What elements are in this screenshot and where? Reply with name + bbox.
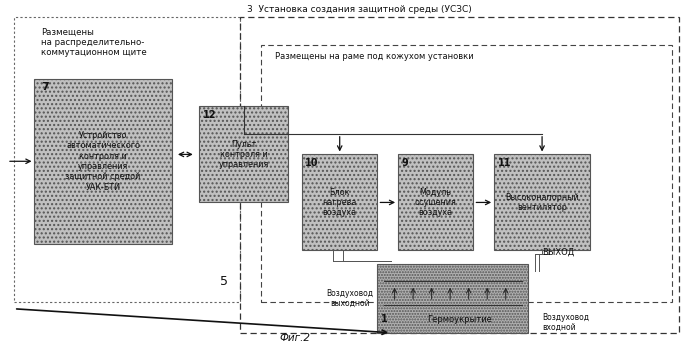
Text: 1: 1: [381, 314, 388, 324]
Bar: [240, 17, 679, 333]
Text: Гермоукрытие: Гермоукрытие: [427, 315, 492, 323]
Bar: [261, 45, 673, 302]
Text: Воздуховод
выходной: Воздуховод выходной: [326, 289, 374, 308]
Text: 9: 9: [402, 158, 408, 168]
Text: ВЫХОД: ВЫХОД: [542, 248, 574, 257]
Text: Размещены на раме под кожухом установки: Размещены на раме под кожухом установки: [274, 51, 473, 61]
Text: 11: 11: [498, 158, 511, 168]
Text: 3  Установка создания защитной среды (УСЗС): 3 Установка создания защитной среды (УСЗ…: [247, 5, 472, 14]
Bar: [302, 154, 377, 251]
Bar: [34, 79, 172, 244]
Bar: [199, 106, 288, 202]
Text: Модуль
осушения
воздуха: Модуль осушения воздуха: [415, 188, 456, 217]
Text: Пульт
контроля и
управления: Пульт контроля и управления: [218, 140, 269, 169]
Text: 7: 7: [41, 82, 49, 92]
Bar: [494, 154, 590, 251]
Text: 10: 10: [305, 158, 319, 168]
Bar: [377, 264, 528, 333]
Text: 5: 5: [220, 275, 228, 288]
Bar: [398, 154, 473, 251]
Text: Блок
нагрева
воздуха: Блок нагрева воздуха: [323, 188, 357, 217]
Text: Устройство
автоматического
контроля и
управления
защитной средой
УАК-БТИ: Устройство автоматического контроля и уп…: [65, 131, 141, 192]
Text: 12: 12: [202, 110, 216, 120]
Text: Высоконапорный
вентилятор: Высоконапорный вентилятор: [505, 193, 579, 212]
Bar: [14, 17, 240, 302]
Text: Фиг.2: Фиг.2: [279, 333, 311, 343]
Text: Воздуховод
входной: Воздуховод входной: [542, 313, 589, 332]
Text: Размещены
на распределительно-
коммутационном щите: Размещены на распределительно- коммутаци…: [41, 28, 147, 57]
